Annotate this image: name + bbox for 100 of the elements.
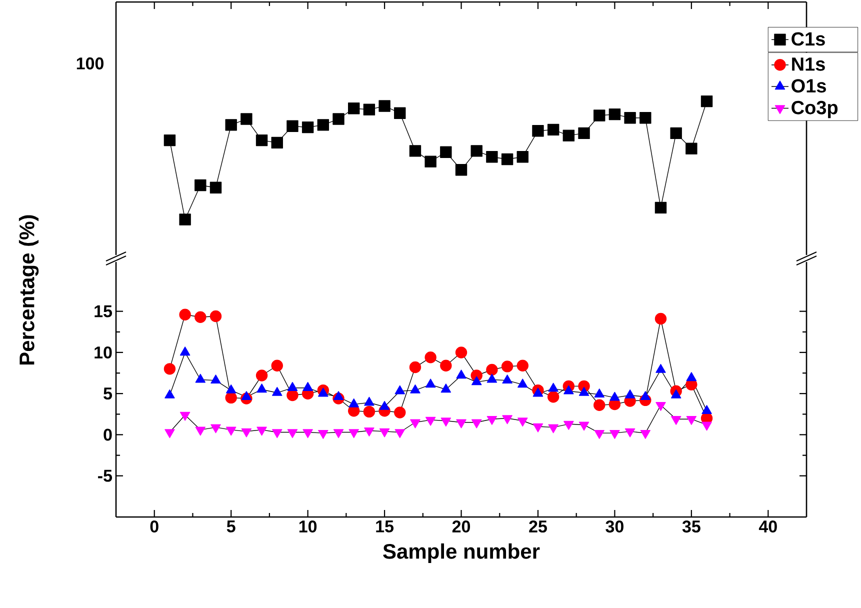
point: [670, 416, 682, 425]
point: [686, 142, 698, 154]
point: [225, 119, 237, 131]
point: [670, 127, 682, 140]
point: [394, 385, 405, 394]
point: [409, 145, 422, 157]
legend-label: Co3p: [792, 100, 838, 118]
point: [410, 419, 420, 428]
point: [256, 134, 268, 146]
point: [440, 384, 452, 393]
point: [394, 107, 406, 119]
point: [502, 415, 512, 424]
point: [656, 364, 666, 373]
point: [518, 418, 528, 427]
point: [210, 182, 222, 194]
point: [564, 385, 574, 394]
point: [164, 429, 175, 438]
point: [272, 386, 282, 396]
point: [241, 391, 252, 400]
point: [594, 388, 604, 398]
point: [180, 412, 190, 421]
point: [195, 426, 206, 436]
point: [501, 153, 514, 166]
point: [564, 420, 574, 430]
point: [594, 430, 604, 439]
point: [594, 110, 606, 122]
point: [518, 378, 528, 388]
x-tick-label: 20: [452, 520, 470, 533]
point: [624, 389, 636, 398]
point: [471, 376, 482, 386]
point: [363, 406, 376, 418]
point: [409, 361, 422, 374]
point: [240, 113, 252, 125]
point: [440, 146, 452, 158]
point: [624, 428, 636, 438]
point: [547, 124, 560, 136]
point: [179, 214, 191, 226]
point: [702, 422, 712, 431]
point: [226, 384, 236, 394]
point: [654, 202, 667, 214]
legend-label: N1s: [792, 58, 825, 71]
legend-label: O1s: [792, 79, 826, 93]
point: [700, 95, 713, 108]
point: [241, 428, 252, 438]
point: [456, 419, 466, 428]
point: [164, 134, 176, 146]
point: [486, 364, 498, 376]
point: [548, 382, 558, 392]
point: [440, 418, 452, 427]
point: [317, 119, 330, 131]
point: [225, 392, 237, 404]
x-tick-label: 30: [606, 520, 624, 533]
point: [425, 378, 436, 388]
point: [271, 136, 283, 149]
point: [195, 374, 206, 383]
y-tick-label: 5: [104, 388, 112, 400]
point: [516, 151, 528, 163]
point: [610, 430, 620, 439]
point: [379, 428, 390, 438]
point: [318, 430, 328, 439]
point: [256, 384, 267, 393]
point: [194, 179, 206, 192]
point: [272, 429, 282, 438]
point: [562, 130, 575, 142]
point: [640, 430, 651, 439]
point: [164, 389, 175, 398]
point: [610, 392, 620, 401]
x-tick-label: 25: [529, 520, 547, 533]
point: [578, 127, 590, 140]
point: [456, 370, 466, 379]
point: [624, 112, 636, 124]
point: [302, 121, 314, 134]
point: [333, 429, 344, 438]
point: [670, 389, 682, 398]
point: [486, 374, 498, 383]
point: [318, 388, 328, 397]
point: [348, 102, 360, 114]
point: [256, 370, 268, 382]
point: [348, 429, 359, 438]
point: [608, 108, 621, 120]
x-tick-label: 5: [226, 520, 236, 532]
legend-label: C1s: [792, 32, 825, 46]
point: [640, 391, 651, 400]
point: [287, 429, 298, 438]
point: [502, 374, 512, 384]
point: [578, 422, 590, 431]
point: [364, 428, 374, 436]
point: [410, 384, 420, 394]
point: [594, 399, 606, 411]
y-tick-label: 0: [104, 428, 112, 441]
point: [470, 145, 482, 157]
point: [424, 156, 436, 168]
point: [548, 424, 558, 434]
point: [332, 113, 344, 125]
x-tick-label: 0: [150, 520, 158, 533]
point: [226, 426, 236, 436]
point: [471, 419, 482, 428]
x-tick-label: 10: [299, 520, 317, 533]
point: [333, 391, 344, 400]
x-tick-label: 40: [758, 520, 777, 533]
